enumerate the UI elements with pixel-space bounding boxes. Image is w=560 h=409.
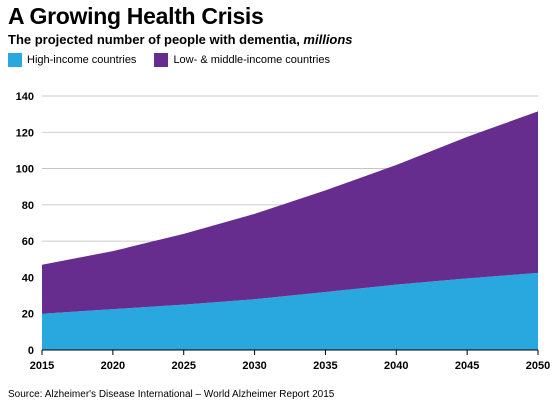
legend-swatch-high-income — [8, 53, 22, 67]
legend-label-high-income: High-income countries — [27, 54, 137, 66]
legend-item-low-middle-income: Low- & middle-income countries — [154, 53, 330, 67]
y-tick-label-20: 20 — [22, 309, 34, 321]
x-tick-label-2050: 2050 — [526, 360, 550, 372]
chart-areas — [42, 111, 538, 350]
chart-subtitle: The projected number of people with deme… — [8, 32, 353, 47]
legend-label-low-middle-income: Low- & middle-income countries — [173, 54, 330, 66]
chart-title: A Growing Health Crisis — [8, 3, 264, 29]
x-tick-label-2015: 2015 — [30, 360, 54, 372]
subtitle-unit: millions — [303, 32, 353, 47]
y-tick-label-60: 60 — [22, 236, 34, 248]
x-tick-label-2035: 2035 — [313, 360, 337, 372]
x-tick-label-2020: 2020 — [101, 360, 125, 372]
area-high-income — [42, 272, 538, 350]
y-tick-label-120: 120 — [16, 127, 34, 139]
legend-swatch-low-middle-income — [154, 53, 169, 67]
y-tick-label-40: 40 — [22, 272, 34, 284]
x-tick-label-2040: 2040 — [384, 360, 408, 372]
area-low-middle-income — [42, 111, 538, 314]
y-tick-label-140: 140 — [16, 91, 34, 103]
y-tick-label-80: 80 — [22, 200, 34, 212]
subtitle-text: The projected number of people with deme… — [8, 32, 304, 47]
x-tick-label-2030: 2030 — [242, 360, 266, 372]
legend-item-high-income: High-income countries — [8, 53, 136, 67]
y-tick-label-100: 100 — [16, 164, 34, 176]
x-tick-label-2025: 2025 — [171, 360, 195, 372]
source-note: Source: Alzheimer's Disease Internationa… — [8, 389, 335, 400]
legend: High-income countries Low- & middle-inco… — [8, 53, 348, 67]
y-tick-label-0: 0 — [28, 345, 34, 357]
x-tick-label-2045: 2045 — [455, 360, 479, 372]
